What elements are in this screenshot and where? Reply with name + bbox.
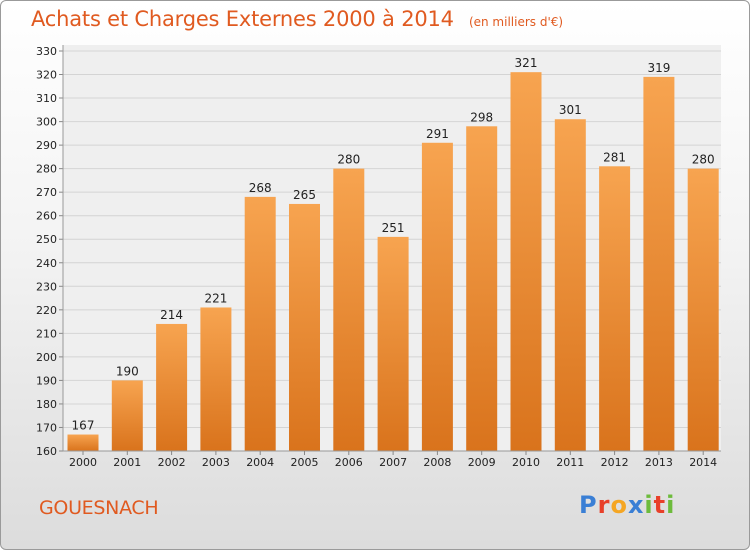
y-tick-label: 310 xyxy=(36,92,57,105)
commune-name: GOUESNACH xyxy=(39,497,159,519)
x-tick-label: 2013 xyxy=(645,456,673,469)
bar xyxy=(510,72,542,452)
x-tick-label: 2001 xyxy=(113,456,141,469)
logo-letter: i xyxy=(666,491,676,519)
logo-letter: o xyxy=(610,491,628,519)
y-tick-label: 210 xyxy=(36,327,57,340)
bar xyxy=(244,196,276,451)
logo-letter: i xyxy=(644,491,654,519)
bar xyxy=(289,203,320,451)
x-tick-label: 2002 xyxy=(158,456,186,469)
bar-value-label: 321 xyxy=(515,56,538,70)
bar xyxy=(377,236,409,451)
logo-letter: t xyxy=(653,491,667,519)
bar xyxy=(156,323,188,451)
y-tick-label: 270 xyxy=(36,186,57,199)
y-tick-label: 320 xyxy=(36,69,57,82)
y-tick-label: 250 xyxy=(36,233,57,246)
bar xyxy=(200,307,232,451)
x-tick-label: 2004 xyxy=(246,456,274,469)
bar-value-label: 214 xyxy=(160,308,183,322)
bar-value-label: 291 xyxy=(426,127,449,141)
y-tick-label: 260 xyxy=(36,210,57,223)
bar-value-label: 280 xyxy=(337,153,360,167)
x-tick-label: 2006 xyxy=(335,456,363,469)
proxiti-logo: Proxiti xyxy=(579,491,675,519)
x-tick-label: 2014 xyxy=(689,456,717,469)
bar xyxy=(421,142,453,451)
y-tick-label: 330 xyxy=(36,45,57,58)
bar xyxy=(554,119,586,451)
bar-value-label: 190 xyxy=(116,364,139,378)
value-labels: 167 190 214 221 268 265 280 251 291 298 321 301 281 3… xyxy=(72,56,715,432)
x-tick-label: 2000 xyxy=(69,456,97,469)
bar-value-label: 281 xyxy=(603,150,626,164)
logo-letter: P xyxy=(579,491,598,519)
y-tick-label: 220 xyxy=(36,304,57,317)
x-tick-label: 2011 xyxy=(556,456,584,469)
bar xyxy=(466,126,498,451)
y-tick-label: 170 xyxy=(36,421,57,434)
y-tick-label: 160 xyxy=(36,445,57,458)
bar-value-label: 265 xyxy=(293,188,316,202)
logo-letter: r xyxy=(597,491,611,519)
x-tick-label: 2008 xyxy=(423,456,451,469)
bar xyxy=(67,434,99,451)
x-tick-label: 2010 xyxy=(512,456,540,469)
x-tick-label: 2012 xyxy=(601,456,629,469)
x-tick-label: 2009 xyxy=(468,456,496,469)
bar-value-label: 280 xyxy=(692,153,715,167)
x-axis-ticks: 2000 2001 2002 2003 2004 2005 2006 2007 2008 2009… xyxy=(69,451,717,469)
bar-value-label: 251 xyxy=(382,221,405,235)
chart-title: Achats et Charges Externes 2000 à 2014 xyxy=(31,7,454,31)
x-tick-label: 2005 xyxy=(291,456,319,469)
title-line: Achats et Charges Externes 2000 à 2014 (… xyxy=(31,7,563,35)
y-tick-label: 190 xyxy=(36,374,57,387)
bar xyxy=(599,166,631,451)
bar xyxy=(643,76,675,451)
y-tick-label: 240 xyxy=(36,257,57,270)
bar-value-label: 319 xyxy=(647,61,670,75)
logo-letter: x xyxy=(627,491,645,519)
y-tick-label: 180 xyxy=(36,398,57,411)
chart-subtitle: (en milliers d'€) xyxy=(468,15,564,29)
y-tick-label: 230 xyxy=(36,280,57,293)
x-tick-label: 2003 xyxy=(202,456,230,469)
bar-value-label: 268 xyxy=(249,181,272,195)
x-tick-label: 2007 xyxy=(379,456,407,469)
bars xyxy=(67,72,719,452)
y-tick-label: 280 xyxy=(36,163,57,176)
bar-value-label: 221 xyxy=(204,291,227,305)
y-tick-label: 300 xyxy=(36,116,57,129)
bar xyxy=(111,380,143,451)
y-axis-ticks: 160 170 180 190 200 210 220 230 240 250 260 270 280 2… xyxy=(36,45,721,458)
bar xyxy=(333,168,365,451)
bar-value-label: 167 xyxy=(72,419,95,433)
bar-value-label: 298 xyxy=(470,110,493,124)
bar-value-label: 301 xyxy=(559,103,582,117)
bar xyxy=(687,168,719,451)
y-tick-label: 290 xyxy=(36,139,57,152)
y-tick-label: 200 xyxy=(36,351,57,364)
